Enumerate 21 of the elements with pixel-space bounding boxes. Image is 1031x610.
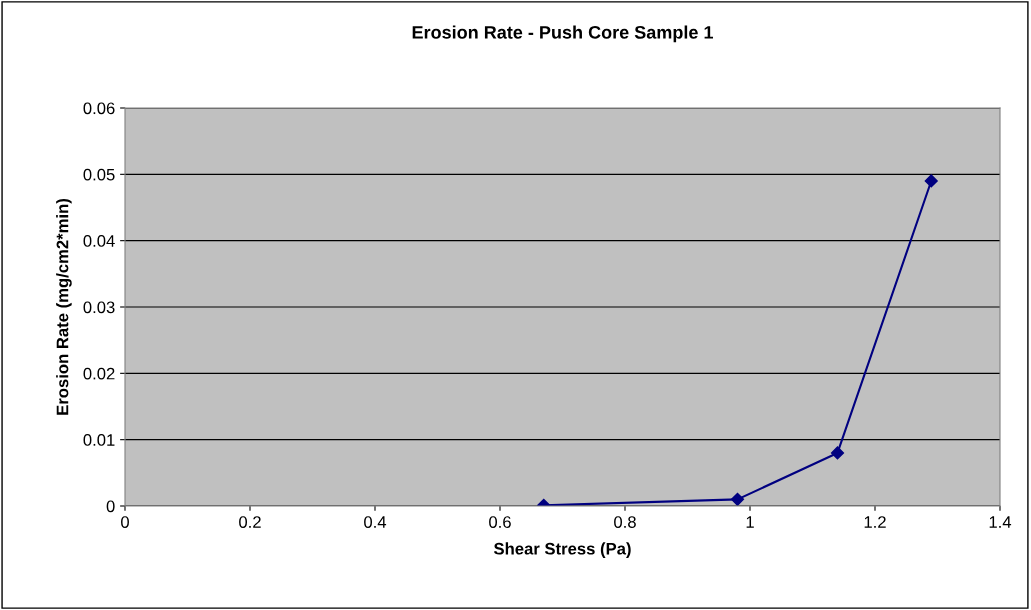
x-tick-label: 0.6 bbox=[489, 516, 511, 528]
y-tick-label: 0.03 bbox=[83, 301, 115, 314]
point bbox=[830, 446, 845, 460]
x-tick-label: 0.2 bbox=[239, 516, 261, 528]
y-tick-label: 0 bbox=[106, 500, 115, 513]
x-tick-label: 1 bbox=[746, 516, 754, 528]
y-tick-label: 0.05 bbox=[83, 168, 115, 181]
point bbox=[924, 174, 938, 188]
x-tick-label: 1.2 bbox=[864, 516, 886, 528]
chart-title: Erosion Rate - Push Core Sample 1 bbox=[412, 25, 714, 43]
y-tick-label: 0.06 bbox=[83, 102, 115, 115]
y-tick-label: 0.02 bbox=[83, 367, 115, 380]
x-tick-label: 0.8 bbox=[614, 516, 636, 528]
x-tick-label: 1.4 bbox=[989, 516, 1012, 528]
y-tick-label: 0.04 bbox=[83, 235, 115, 247]
x-axis-title: Shear Stress (Pa) bbox=[493, 542, 631, 558]
x-tick-label: 0.4 bbox=[364, 516, 387, 528]
point bbox=[730, 492, 745, 506]
y-tick-label: 0.01 bbox=[83, 434, 115, 446]
y-axis-title: Erosion Rate (mg/cm2*min) bbox=[56, 199, 72, 415]
x-tick-label: 0 bbox=[121, 516, 129, 528]
